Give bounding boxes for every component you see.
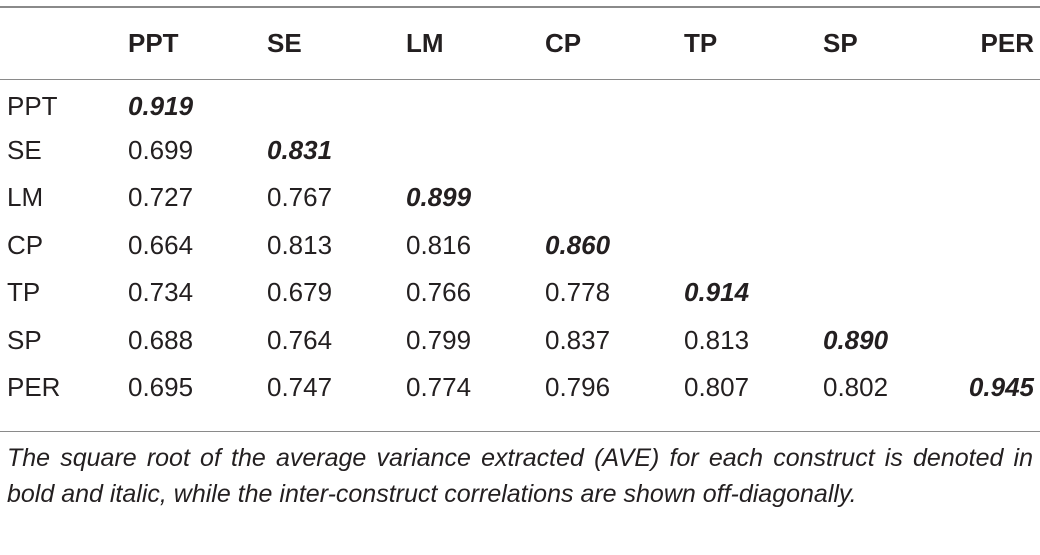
table-cell xyxy=(946,269,1040,317)
table-cell xyxy=(946,222,1040,270)
table-cell: 0.679 xyxy=(267,277,333,308)
table-cell: 0.764 xyxy=(267,324,333,355)
table-cell-diagonal: 0.945 xyxy=(968,372,1034,403)
table-cell: 0.747 xyxy=(267,372,333,403)
table-cell xyxy=(529,127,668,175)
table-cell xyxy=(668,222,807,270)
header-corner xyxy=(0,6,112,80)
table-cell xyxy=(668,174,807,222)
table-cell: 0.727 xyxy=(128,182,194,213)
table-row: CP 0.664 0.813 0.816 0.860 xyxy=(0,222,1040,270)
table-cell xyxy=(529,174,668,222)
table-cell-diagonal: 0.914 xyxy=(684,277,750,308)
table-cell: 0.802 xyxy=(823,372,889,403)
table-cell xyxy=(946,79,1040,127)
table-cell xyxy=(390,79,529,127)
table-cell: 0.778 xyxy=(545,277,611,308)
table-cell xyxy=(251,79,390,127)
row-label: LM xyxy=(7,182,44,213)
table-cell: 0.796 xyxy=(545,372,611,403)
header-cp: CP xyxy=(529,6,668,80)
header-row: PPT SE LM CP TP SP PER xyxy=(0,6,1040,80)
table-cell: 0.734 xyxy=(128,277,194,308)
table-cell-diagonal: 0.831 xyxy=(267,134,333,165)
table-row: LM 0.727 0.767 0.899 xyxy=(0,174,1040,222)
table-row: SP 0.688 0.764 0.799 0.837 0.813 0.890 xyxy=(0,317,1040,365)
table-row: PER 0.695 0.747 0.774 0.796 0.807 0.802 … xyxy=(0,364,1040,412)
table-cell xyxy=(946,127,1040,175)
table-cell-diagonal: 0.899 xyxy=(406,182,472,213)
table-footnote: The square root of the average variance … xyxy=(7,444,1033,508)
table-cell: 0.766 xyxy=(406,277,472,308)
header-lm: LM xyxy=(390,6,529,80)
table-bottom-rule xyxy=(0,431,1040,432)
table-cell-diagonal: 0.890 xyxy=(823,324,889,355)
table-cell: 0.664 xyxy=(128,229,194,260)
table-cell: 0.774 xyxy=(406,372,472,403)
row-label: PPT xyxy=(7,90,58,121)
row-label: CP xyxy=(7,229,44,260)
table-cell: 0.807 xyxy=(684,372,750,403)
header-se: SE xyxy=(251,6,390,80)
row-label: SE xyxy=(7,134,42,165)
table-cell: 0.837 xyxy=(545,324,611,355)
table-cell: 0.813 xyxy=(267,229,333,260)
table-cell: 0.688 xyxy=(128,324,194,355)
table-cell xyxy=(529,79,668,127)
table-cell xyxy=(807,127,946,175)
table-cell: 0.699 xyxy=(128,134,194,165)
table-cell-diagonal: 0.860 xyxy=(545,229,611,260)
row-label: SP xyxy=(7,324,42,355)
table-cell xyxy=(668,127,807,175)
table-cell: 0.767 xyxy=(267,182,333,213)
table-cell xyxy=(946,174,1040,222)
table-cell xyxy=(946,317,1040,365)
table-cell: 0.813 xyxy=(684,324,750,355)
row-label: PER xyxy=(7,372,61,403)
table-cell xyxy=(668,79,807,127)
table-cell: 0.816 xyxy=(406,229,472,260)
table-row: SE 0.699 0.831 xyxy=(0,127,1040,175)
header-per: PER xyxy=(946,6,1040,80)
table-cell: 0.799 xyxy=(406,324,472,355)
header-ppt: PPT xyxy=(112,6,251,80)
header-tp: TP xyxy=(668,6,807,80)
table-cell xyxy=(807,269,946,317)
table-cell xyxy=(807,174,946,222)
table-cell xyxy=(807,79,946,127)
table-cell xyxy=(807,222,946,270)
correlation-table: PPT SE LM CP TP SP PER PPT 0.919 SE xyxy=(0,6,1040,412)
table-row: PPT 0.919 xyxy=(0,79,1040,127)
table-cell xyxy=(390,127,529,175)
row-label: TP xyxy=(7,277,41,308)
header-sp: SP xyxy=(807,6,946,80)
table-row: TP 0.734 0.679 0.766 0.778 0.914 xyxy=(0,269,1040,317)
table-cell: 0.695 xyxy=(128,372,194,403)
table-cell-diagonal: 0.919 xyxy=(128,90,194,121)
